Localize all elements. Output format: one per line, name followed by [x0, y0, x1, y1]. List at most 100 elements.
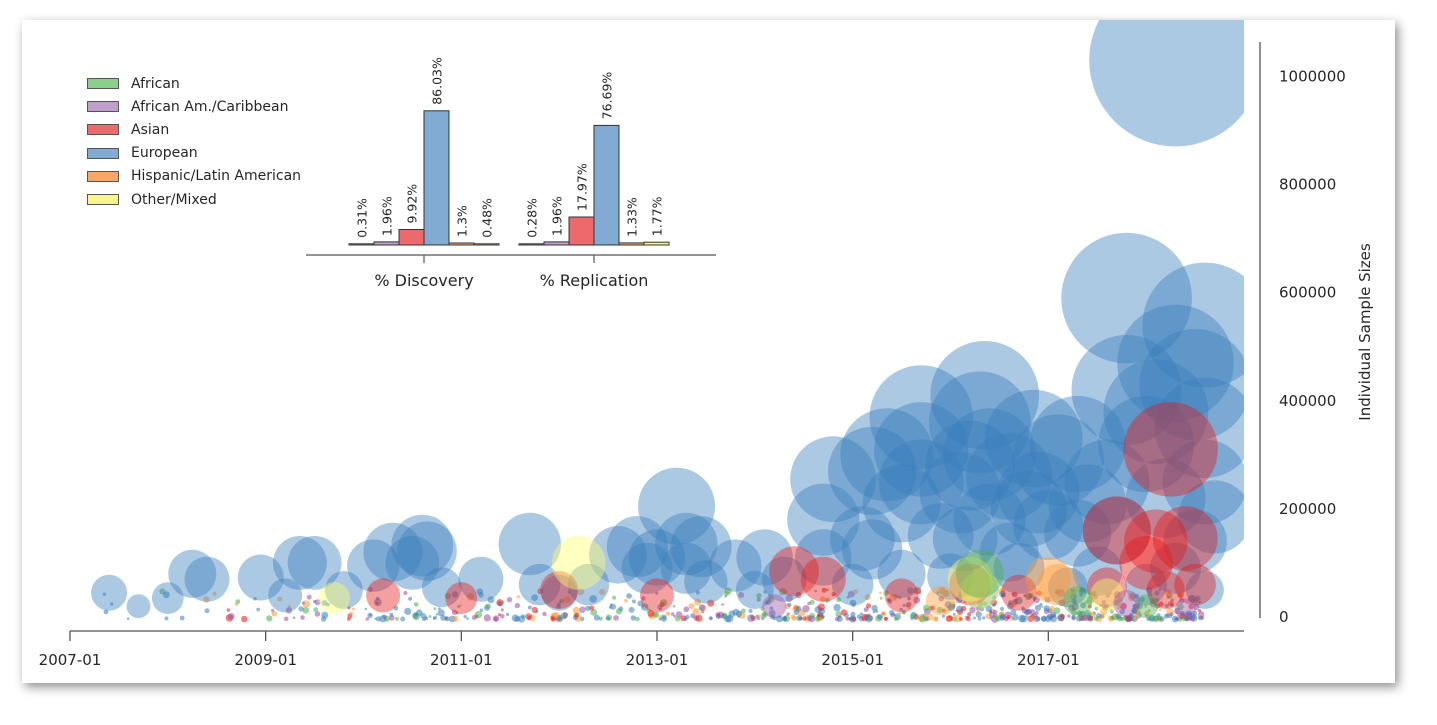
scatter-point-small	[977, 600, 984, 607]
scatter-point	[385, 536, 440, 590]
scatter-point	[1090, 578, 1124, 613]
scatter-point	[347, 539, 400, 592]
scatter-point-small	[960, 605, 967, 612]
scatter-point	[589, 526, 647, 584]
scatter-point-small	[1198, 600, 1202, 604]
inset-bar	[373, 241, 400, 246]
scatter-point-small	[403, 590, 408, 596]
scatter-point-small	[846, 595, 850, 599]
y-tick-label: 200000	[1279, 500, 1336, 518]
scatter-point-small	[1125, 615, 1133, 622]
x-tick-label: 2009-01	[234, 651, 297, 669]
scatter-point-small	[624, 598, 628, 603]
scatter-point-small	[313, 607, 319, 613]
scatter-point-small	[856, 614, 862, 619]
scatter-point-small	[574, 612, 579, 618]
scatter-point-small	[1001, 593, 1006, 598]
scatter-point-small	[562, 612, 569, 618]
scatter-point	[567, 563, 610, 606]
scatter-point-small	[641, 596, 646, 601]
scatter-point-small	[814, 589, 818, 593]
scatter-point-small	[1108, 607, 1112, 611]
scatter-point-small	[992, 595, 996, 600]
scatter-point-small	[349, 611, 354, 616]
scatter-point-small	[271, 611, 278, 617]
scatter-point-small	[848, 616, 853, 622]
scatter-point-small	[531, 606, 538, 614]
scatter-point-small	[452, 615, 459, 623]
y-tick-label: 0	[1279, 608, 1289, 626]
scatter-point-small	[836, 596, 842, 603]
scatter-point-small	[589, 605, 595, 611]
scatter-point-small	[1021, 606, 1025, 611]
scatter-point-small	[579, 606, 586, 613]
scatter-point	[919, 451, 1002, 534]
scatter-point-small	[1174, 617, 1177, 621]
scatter-point-small	[437, 609, 445, 617]
scatter-point-small	[913, 596, 921, 604]
scatter-point-small	[256, 607, 261, 612]
scatter-point	[1082, 496, 1151, 565]
scatter-point-small	[525, 613, 532, 620]
scatter-point-small	[838, 615, 842, 619]
scatter-point-small	[393, 605, 399, 611]
scatter-point-small	[883, 616, 888, 621]
scatter-point-small	[1079, 593, 1083, 597]
scatter-point	[628, 529, 686, 586]
scatter-point-small	[1071, 614, 1076, 620]
scatter-point	[1123, 402, 1218, 497]
scatter-point-small	[1049, 605, 1055, 612]
scatter-point	[928, 371, 1031, 474]
scatter-point	[1119, 536, 1174, 590]
scatter-point-small	[347, 617, 351, 621]
scatter-point-small	[375, 601, 379, 606]
scatter-point-small	[103, 609, 109, 615]
scatter-point	[960, 571, 999, 609]
scatter-point-small	[1036, 590, 1042, 596]
scatter-point-small	[936, 606, 944, 614]
scatter-point-small	[1188, 616, 1193, 621]
scatter-point-small	[1041, 605, 1044, 608]
scatter-point-small	[1073, 600, 1077, 604]
scatter-point-small	[314, 611, 321, 617]
scatter-point-small	[942, 608, 946, 613]
scatter-point-small	[721, 603, 724, 606]
scatter-point-small	[1032, 596, 1037, 601]
scatter-point-small	[1086, 612, 1090, 616]
scatter-point	[1082, 496, 1151, 565]
scatter-point-small	[1145, 614, 1148, 617]
scatter-point	[640, 578, 674, 613]
scatter-point-small	[879, 591, 882, 595]
inset-bar-label: 1.3%	[455, 205, 470, 237]
scatter-point-small	[599, 588, 606, 595]
scatter-point	[541, 574, 578, 611]
scatter-point	[947, 556, 993, 602]
scatter-point	[1044, 499, 1112, 567]
scatter-point	[638, 467, 716, 545]
scatter-point	[873, 402, 969, 497]
inset-bar	[568, 216, 595, 246]
scatter-point	[925, 420, 1016, 511]
scatter-point-small	[756, 593, 762, 599]
scatter-point-small	[795, 591, 802, 599]
scatter-point-small	[763, 590, 767, 594]
legend: African African Am./Caribbean Asian Euro…	[87, 72, 301, 211]
scatter-point-small	[563, 596, 571, 603]
legend-swatch	[87, 124, 119, 136]
scatter-point	[366, 578, 401, 613]
scatter-point	[762, 594, 787, 619]
scatter-point	[168, 549, 217, 598]
scatter-point-small	[673, 614, 676, 618]
scatter-point-small	[913, 587, 922, 595]
scatter-point	[324, 571, 363, 609]
inset-bar-label: 1.96%	[380, 196, 395, 236]
inset-bar-label: 1.96%	[550, 196, 565, 236]
scatter-point	[979, 522, 1039, 582]
scatter-point	[540, 571, 579, 609]
scatter-point	[1064, 439, 1150, 525]
scatter-point-small	[1177, 592, 1183, 598]
scatter-point-small	[1168, 601, 1174, 607]
legend-swatch	[87, 78, 119, 90]
scatter-point-small	[728, 610, 736, 618]
scatter-point	[884, 578, 919, 613]
